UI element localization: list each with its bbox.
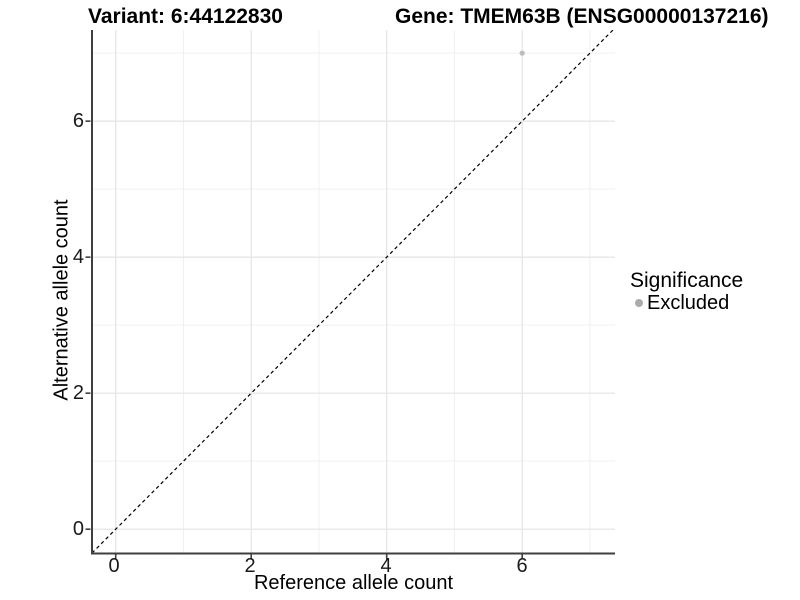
identity-reference-line — [91, 29, 614, 554]
x-tick-label-6: 6 — [516, 555, 528, 577]
x-tick-label-4: 4 — [380, 555, 392, 577]
y-tick-label-6: 6 — [72, 110, 84, 132]
x-tick-label-2: 2 — [244, 555, 256, 577]
legend-title: Significance — [630, 269, 744, 292]
legend-item-label: Excluded — [647, 292, 730, 314]
plot-title-variant: Variant: 6:44122830 — [88, 5, 283, 28]
data-point — [519, 50, 525, 56]
x-tick-label-0: 0 — [108, 555, 120, 577]
plot-title-gene: Gene: TMEM63B (ENSG00000137216) — [395, 5, 769, 28]
x-axis-title: Reference allele count — [253, 572, 453, 594]
y-tick-label-0: 0 — [72, 518, 84, 540]
legend: Significance Excluded — [630, 269, 744, 314]
legend-key-dot-icon — [635, 299, 643, 307]
y-tick-label-4: 4 — [72, 246, 84, 268]
legend-item-excluded: Excluded — [630, 292, 729, 314]
y-axis-title: Alternative allele count — [50, 199, 73, 401]
y-tick-label-2: 2 — [72, 382, 84, 404]
